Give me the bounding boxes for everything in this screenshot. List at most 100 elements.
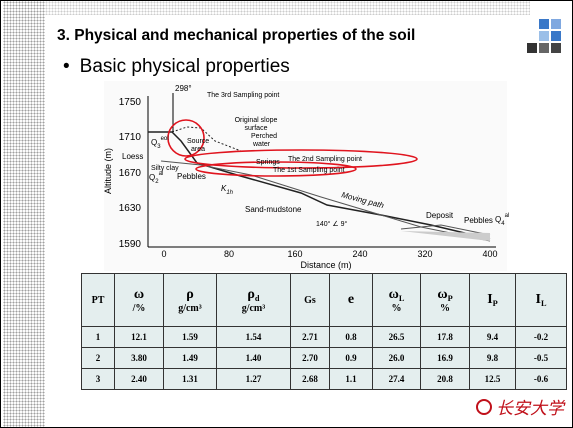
label: 298°: [175, 84, 192, 93]
logo: 长安大学: [476, 394, 564, 419]
x-tick-label: 160: [287, 249, 302, 259]
table-cell: 0.9: [330, 348, 373, 369]
header-cell: ω/%: [115, 274, 164, 327]
table-cell: 1.59: [164, 327, 217, 348]
logo-text: 长安大学: [496, 394, 564, 419]
table-cell: 1.31: [164, 369, 217, 390]
table-cell: 12.1: [115, 327, 164, 348]
table-cell: 26.5: [373, 327, 421, 348]
header-sub: P: [493, 299, 498, 308]
label: The 2nd Sampling point: [288, 156, 362, 163]
table-cell: -0.5: [516, 348, 567, 369]
table-cell: -0.2: [516, 327, 567, 348]
header-symbol: ω: [437, 287, 447, 302]
table-cell: 2.71: [291, 327, 330, 348]
label: The 3rd Sampling point: [207, 92, 279, 99]
table-cell: 1.27: [217, 369, 291, 390]
table-cell: 1.49: [164, 348, 217, 369]
cross-section: 1750 1710 1670 1630 1590 Altitude (m) 0 …: [1, 1, 572, 273]
table-cell: 1.54: [217, 327, 291, 348]
label: Source: [187, 138, 209, 145]
y-tick-label: 1590: [119, 239, 142, 250]
table-cell: 1.1: [330, 369, 373, 390]
label: eol: [161, 136, 169, 142]
header-sub: P: [448, 294, 453, 303]
label: The 1st Sampling point: [273, 167, 345, 174]
header-unit: g/cm³: [242, 303, 266, 314]
table-cell: 9.4: [470, 327, 516, 348]
y-tick-label: 1710: [119, 132, 142, 143]
label: 140° ∠ 9°: [316, 220, 348, 228]
header-cell: PT: [82, 274, 115, 327]
header-unit: %: [440, 303, 450, 314]
header-symbol: ρ: [247, 287, 255, 302]
table-cell: 16.9: [421, 348, 470, 369]
label: water: [252, 141, 271, 148]
table-cell: 2.70: [291, 348, 330, 369]
seal: [476, 399, 492, 415]
table-cell: 12.5: [470, 369, 516, 390]
y-tick-label: 1670: [119, 168, 142, 179]
header-symbol: Gs: [304, 295, 316, 306]
table-cell: -0.6: [516, 369, 567, 390]
header-symbol: ρ: [186, 287, 194, 302]
header-cell: IP: [470, 274, 516, 327]
header-symbol: ω: [134, 287, 144, 302]
properties-table: PTω/%ρg/cm³ρdg/cm³GseωL%ωP%IPIL112.11.59…: [81, 273, 567, 390]
label: Loess: [122, 152, 143, 161]
slide: 3. Physical and mechanical properties of…: [0, 0, 573, 428]
table-cell: 17.8: [421, 327, 470, 348]
header-sub: L: [399, 294, 405, 303]
label: Springs: [256, 159, 280, 166]
header-cell: IL: [516, 274, 567, 327]
header-unit: g/cm³: [178, 303, 202, 314]
label: Deposit: [426, 211, 454, 220]
table-cell: 0.8: [330, 327, 373, 348]
x-tick-label: 0: [161, 249, 166, 259]
header-sub: d: [255, 294, 260, 303]
y-tick-label: 1630: [119, 203, 142, 214]
table-cell: 26.0: [373, 348, 421, 369]
label: Pebbles: [464, 216, 493, 225]
table-cell: 3.80: [115, 348, 164, 369]
header-sub: L: [541, 299, 547, 308]
x-tick-label: 320: [417, 249, 432, 259]
table-cell: 1.40: [217, 348, 291, 369]
header-cell: ωL%: [373, 274, 421, 327]
y-tick-label: 1750: [119, 97, 142, 108]
table-cell: 3: [82, 369, 115, 390]
y-axis-label: Altitude (m): [103, 148, 113, 194]
header-cell: Gs: [291, 274, 330, 327]
label: Perched: [251, 133, 277, 140]
label: Original slope: [235, 117, 278, 124]
header-unit: %: [392, 303, 402, 314]
table-cell: 2: [82, 348, 115, 369]
label: area: [191, 146, 205, 153]
x-axis-label: Distance (m): [300, 260, 351, 270]
x-tick-label: 240: [352, 249, 367, 259]
header-symbol: PT: [92, 295, 105, 306]
table-cell: 27.4: [373, 369, 421, 390]
x-tick-label: 400: [482, 249, 497, 259]
header-cell: e: [330, 274, 373, 327]
x-tick-label: 80: [224, 249, 234, 259]
header-symbol: ω: [389, 287, 399, 302]
header-cell: ωP%: [421, 274, 470, 327]
table-cell: 2.40: [115, 369, 164, 390]
table-cell: 1: [82, 327, 115, 348]
label: Pebbles: [177, 172, 206, 181]
label: surface: [245, 125, 268, 132]
header-symbol: e: [348, 292, 354, 307]
table-cell: 9.8: [470, 348, 516, 369]
label: 1h: [226, 190, 233, 196]
label: al: [159, 171, 164, 177]
label: Sand-mudstone: [245, 205, 302, 214]
header-unit: /%: [133, 303, 146, 314]
table-cell: 20.8: [421, 369, 470, 390]
